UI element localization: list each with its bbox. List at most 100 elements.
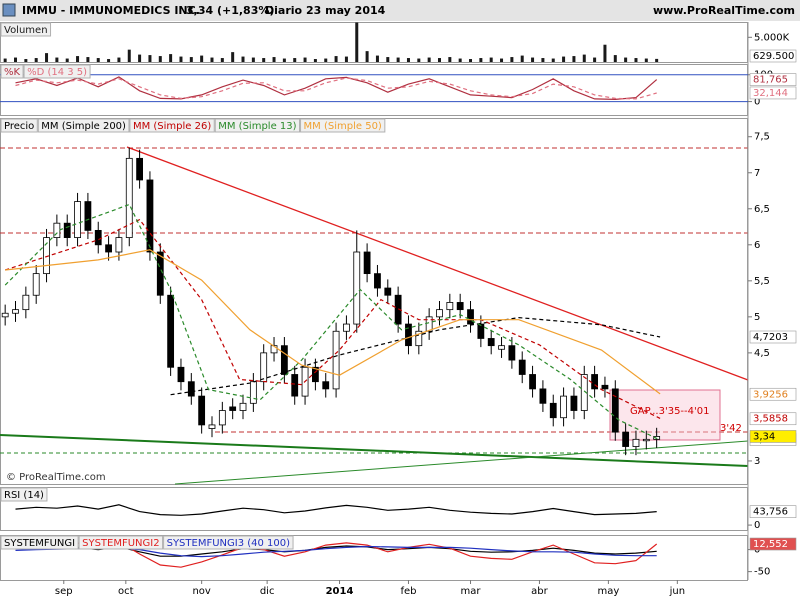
- candle-body: [467, 309, 474, 325]
- down-trendline: [126, 146, 749, 381]
- x-tick-label: jun: [669, 586, 685, 597]
- y-tick-label: 7: [754, 168, 760, 179]
- volume-bar: [210, 57, 214, 62]
- value-marker: [749, 505, 797, 518]
- candle-body: [477, 323, 485, 339]
- y-tick-label: 3: [754, 456, 760, 467]
- legend-entry: Volumen: [4, 25, 48, 36]
- volume-bar: [365, 51, 369, 62]
- value-marker-label: 3,9256: [753, 389, 788, 400]
- candle-body: [549, 402, 557, 419]
- volume-bar: [55, 57, 59, 62]
- candle-body: [74, 201, 81, 238]
- value-marker: [749, 387, 797, 401]
- value-marker: [749, 412, 797, 426]
- y-tick-label: 0: [754, 520, 760, 531]
- candle-body: [508, 345, 516, 361]
- volume-bar: [127, 49, 131, 62]
- symbol: IMMU - IMMUNOMEDICS INC.: [22, 4, 200, 17]
- y-tick-label: 0: [754, 97, 760, 108]
- volume-bar: [386, 57, 390, 62]
- candle-body: [322, 381, 330, 390]
- volume-bar: [231, 52, 235, 62]
- volume-bar: [220, 58, 224, 62]
- legend-chip: [0, 22, 52, 37]
- candle-body: [136, 157, 144, 181]
- x-tick-label: 2014: [326, 586, 354, 597]
- value-marker-label: 43,756: [753, 507, 788, 518]
- volume-bar: [241, 56, 245, 62]
- volume-bar: [293, 58, 297, 62]
- date: 23 may 2014: [306, 4, 386, 17]
- candle-body: [363, 251, 371, 275]
- candle-body: [384, 287, 392, 296]
- legend-entry: MM (Simple 26): [133, 121, 211, 132]
- legend-entry: SYSTEMFUNGI3 (40 100): [167, 538, 291, 549]
- indicator-line: [15, 504, 657, 516]
- y-tick-label: 5: [754, 312, 760, 323]
- legend-chip: [300, 118, 386, 133]
- value-marker: [749, 537, 797, 551]
- legend-entry: MM (Simple 13): [218, 121, 296, 132]
- volume-bar: [262, 58, 266, 62]
- volume-bar: [200, 55, 204, 62]
- volume-bar: [324, 58, 328, 62]
- y-tick-label: 5,5: [754, 276, 770, 287]
- candle-body: [580, 374, 588, 411]
- volume-bar: [541, 58, 545, 62]
- candle-body: [611, 388, 619, 433]
- candle-body: [229, 406, 237, 411]
- volume-bar: [117, 57, 121, 62]
- indicator-line: [15, 77, 657, 100]
- candle-body: [43, 237, 50, 275]
- candle-body: [12, 309, 19, 314]
- candle-body: [208, 424, 216, 429]
- value-marker-label: 81,765: [753, 75, 788, 86]
- volume-bar: [45, 53, 49, 62]
- quote: 3,34 (+1,83%): [186, 4, 274, 17]
- candle-body: [456, 302, 464, 311]
- y-tick-label: -50: [754, 567, 770, 578]
- volume-bar: [593, 57, 597, 62]
- candle-body: [622, 431, 630, 447]
- volume-bar: [138, 54, 142, 62]
- volume-bar: [427, 57, 431, 62]
- legend-chip: [78, 535, 164, 550]
- volume-bar: [3, 58, 7, 62]
- header-icon: [2, 3, 16, 17]
- value-marker-label: 4,7203: [753, 332, 788, 343]
- volume-bar: [469, 59, 473, 62]
- candle-body: [446, 302, 454, 311]
- x-tick-label: may: [597, 586, 619, 597]
- up-trendline: [174, 440, 749, 485]
- legend-chip: [23, 64, 91, 79]
- y-tick-label: 7,5: [754, 132, 770, 143]
- volume-bar: [179, 56, 183, 62]
- volume-bar: [634, 58, 638, 62]
- annotation: 3'42: [720, 423, 742, 434]
- volume-bar: [96, 58, 100, 62]
- candle-body: [187, 381, 195, 397]
- legend-entry: %K: [4, 67, 21, 78]
- volume-bar: [437, 58, 441, 62]
- annotation: © ProRealTime.com: [6, 472, 106, 483]
- legend-entry: %D (14 3 5): [27, 67, 87, 78]
- volume-bar: [489, 57, 493, 62]
- value-marker-label: 32,144: [753, 88, 788, 99]
- volume-bar: [34, 58, 38, 62]
- candle-body: [591, 374, 599, 390]
- candle-body: [518, 359, 526, 375]
- volume-bar: [458, 58, 462, 62]
- candle-body: [312, 366, 319, 383]
- x-tick-label: sep: [55, 586, 73, 597]
- value-marker-label: 3,5858: [753, 414, 788, 425]
- candle-body: [570, 395, 578, 411]
- volume-bar: [520, 55, 524, 62]
- value-marker: [749, 330, 797, 344]
- candle-body: [529, 374, 536, 390]
- value-marker-label: 3,34: [753, 431, 775, 442]
- x-tick-label: mar: [461, 586, 482, 597]
- indicator-line: [170, 316, 661, 396]
- period: Diario: [265, 4, 303, 17]
- value-marker: [749, 86, 797, 100]
